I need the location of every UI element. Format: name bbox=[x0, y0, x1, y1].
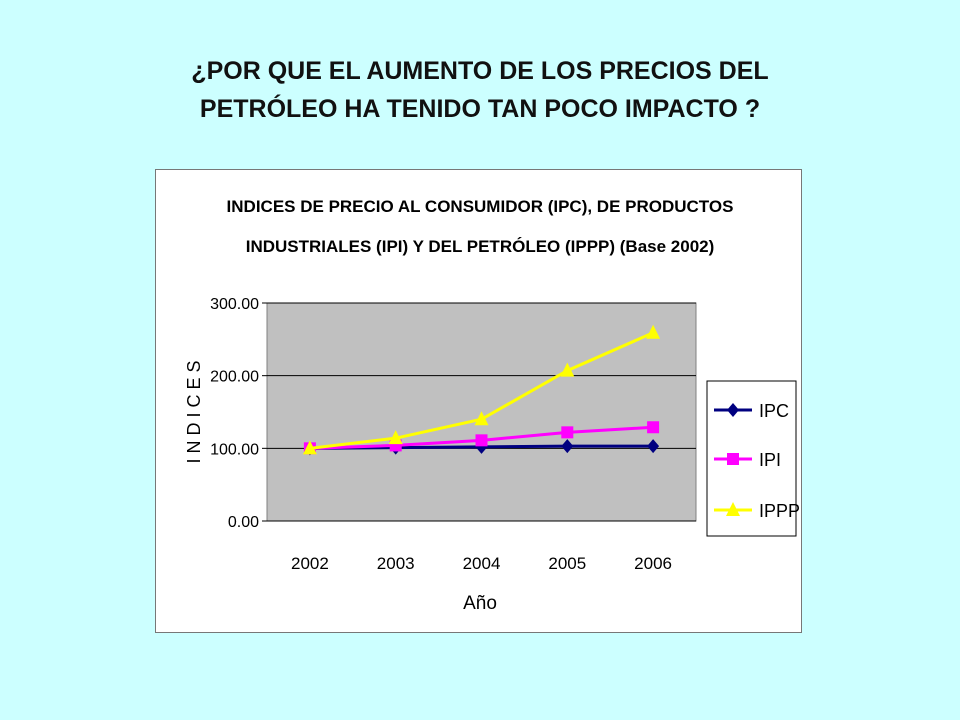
data-point bbox=[475, 434, 488, 447]
legend-marker bbox=[727, 403, 739, 417]
data-point bbox=[561, 426, 574, 439]
x-tick-label: 2003 bbox=[377, 554, 415, 573]
data-point bbox=[646, 324, 661, 339]
y-tick-label: 100.00 bbox=[210, 441, 259, 458]
y-tick-label: 200.00 bbox=[210, 369, 259, 386]
y-axis-label: I N D I C E S bbox=[184, 360, 204, 463]
x-tick-label: 2006 bbox=[634, 554, 672, 573]
data-point bbox=[302, 440, 317, 455]
legend-label: IPPP bbox=[759, 501, 800, 521]
data-point bbox=[561, 439, 574, 454]
chart-title-line-2: INDUSTRIALES (IPI) Y DEL PETRÓLEO (IPPP)… bbox=[246, 237, 715, 256]
legend-label: IPI bbox=[759, 450, 781, 470]
chart-title-line-1: INDICES DE PRECIO AL CONSUMIDOR (IPC), D… bbox=[227, 197, 734, 216]
slide-title-line-1: ¿POR QUE EL AUMENTO DE LOS PRECIOS DEL bbox=[191, 57, 769, 85]
legend-marker bbox=[727, 453, 739, 465]
data-point bbox=[647, 421, 660, 434]
series-layer bbox=[302, 324, 661, 456]
x-axis-ticks: 2002 2003 2004 2005 2006 bbox=[267, 520, 696, 573]
chart-container: INDICES DE PRECIO AL CONSUMIDOR (IPC), D… bbox=[155, 169, 802, 633]
legend-item: IPI bbox=[714, 450, 781, 470]
y-tick-label: 0.00 bbox=[228, 514, 259, 531]
data-point bbox=[474, 411, 489, 426]
x-tick-label: 2002 bbox=[291, 554, 329, 573]
y-tick-label: 300.00 bbox=[210, 296, 259, 313]
x-tick-label: 2004 bbox=[463, 554, 501, 573]
legend-item: IPC bbox=[714, 401, 789, 421]
legend-label: IPC bbox=[759, 401, 789, 421]
data-point bbox=[647, 439, 660, 454]
legend-marker bbox=[726, 502, 740, 516]
legend-item: IPPP bbox=[714, 501, 800, 521]
y-axis-ticks: 0.00 100.00 200.00 300.00 bbox=[210, 296, 267, 531]
x-axis-label: Año bbox=[463, 593, 497, 614]
slide-title-line-2: PETRÓLEO HA TENIDO TAN POCO IMPACTO ? bbox=[199, 95, 761, 123]
x-tick-label: 2005 bbox=[548, 554, 586, 573]
line-chart: INDICES DE PRECIO AL CONSUMIDOR (IPC), D… bbox=[184, 197, 800, 614]
data-point bbox=[560, 362, 575, 377]
legend: IPC IPI IPPP bbox=[714, 401, 800, 521]
data-point bbox=[388, 430, 403, 445]
slide-title: ¿POR QUE EL AUMENTO DE LOS PRECIOS DEL P… bbox=[60, 52, 900, 128]
series-ippp bbox=[302, 324, 661, 455]
